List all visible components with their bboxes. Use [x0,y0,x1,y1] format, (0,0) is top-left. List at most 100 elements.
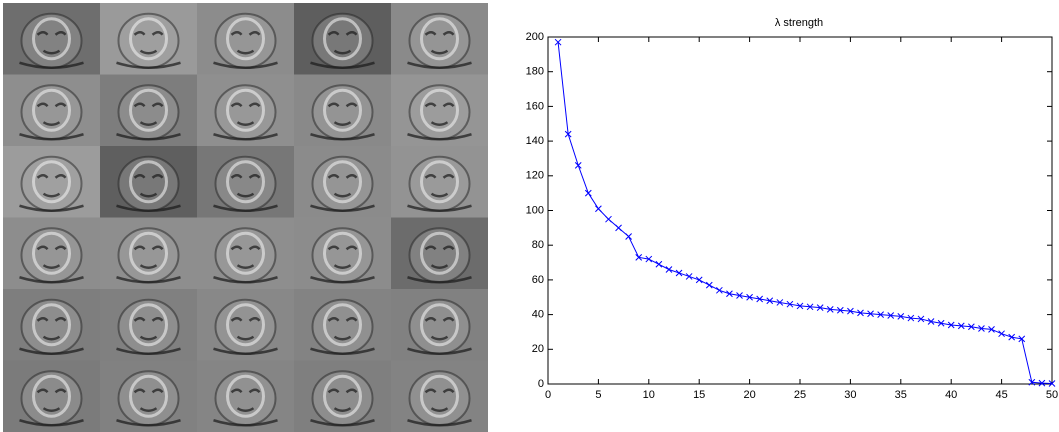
data-marker [857,309,864,317]
data-marker [605,215,612,223]
data-marker [574,162,582,169]
image-tile [3,3,100,75]
data-marker [736,292,743,299]
face-shape [407,388,472,427]
x-tick-label: 35 [895,389,907,401]
image-tile [391,146,488,218]
face-shape [129,17,168,61]
x-tick-label: 10 [643,389,655,401]
x-tick-label: 25 [794,389,806,401]
face-shape [116,102,181,141]
data-marker [907,314,915,322]
data-marker [665,266,673,273]
image-tile [197,146,294,218]
data-marker [756,295,764,303]
face-shape [323,160,362,204]
face-shape [323,231,362,275]
face-shape [213,245,278,284]
face-shape [420,231,459,275]
face-shape [213,388,278,427]
face-shape [213,174,278,212]
image-tile [100,3,197,75]
data-marker [625,233,632,240]
face-shape [226,17,265,61]
data-marker [584,189,592,197]
data-marker [1018,335,1026,343]
face-shape [32,17,71,61]
data-marker [726,290,733,298]
data-marker [847,307,854,315]
plot-frame [547,36,1053,385]
face-shape [129,374,168,418]
data-marker [564,130,572,138]
image-tile [100,146,197,218]
data-marker [887,312,895,319]
image-tile [197,74,294,146]
image-tile [294,360,391,432]
x-tick-label: 50 [1046,389,1058,401]
data-marker [705,281,713,289]
x-tick-label: 40 [945,389,957,401]
y-tick-label: 100 [526,204,544,216]
data-marker [655,260,663,268]
face-shape [310,388,375,427]
data-marker [645,255,653,263]
y-tick-label: 0 [538,378,544,390]
face-shape [19,174,84,212]
image-tile [391,3,488,75]
face-shape [310,245,375,284]
face-shape [129,88,168,132]
data-marker [897,312,905,320]
face-shape [310,317,375,355]
face-shape [32,374,71,418]
y-tick-label: 20 [532,343,544,355]
face-shape [19,245,84,284]
face-shape [420,88,459,132]
data-marker [826,306,834,313]
face-shape [32,231,71,275]
image-tile [3,146,100,218]
face-shape [213,31,278,69]
face-shape [32,303,71,347]
face-shape [420,17,459,61]
face-shape [420,160,459,204]
face-shape [213,102,278,141]
data-marker [716,286,723,294]
image-tile [294,289,391,361]
chart-title: λ strength [775,17,823,29]
y-tick-label: 120 [526,170,544,182]
x-tick-label: 15 [693,389,705,401]
x-tick-label: 30 [844,389,856,401]
data-marker [615,224,622,232]
data-marker [685,273,693,280]
y-tick-label: 60 [532,274,544,286]
data-marker [554,38,562,46]
image-tile [391,289,488,361]
data-marker [675,269,683,277]
image-tile [3,74,100,146]
data-marker [786,300,794,308]
data-marker [806,303,814,311]
face-shape [129,303,168,347]
face-shape [116,317,181,355]
y-tick-label: 140 [526,135,544,147]
data-marker [635,253,643,261]
face-shape [226,88,265,132]
data-marker [968,323,975,331]
data-marker [796,302,804,310]
data-marker [766,297,774,305]
data-marker [1048,380,1056,387]
data-marker [927,318,935,325]
face-shape [19,102,84,141]
face-shape [310,174,375,212]
image-tile [197,217,294,289]
y-tick-label: 160 [526,100,544,112]
x-tick-label: 20 [743,389,755,401]
image-tile [197,289,294,361]
image-tile [391,217,488,289]
image-tile [294,74,391,146]
data-line [557,42,1053,384]
image-tile [100,289,197,361]
